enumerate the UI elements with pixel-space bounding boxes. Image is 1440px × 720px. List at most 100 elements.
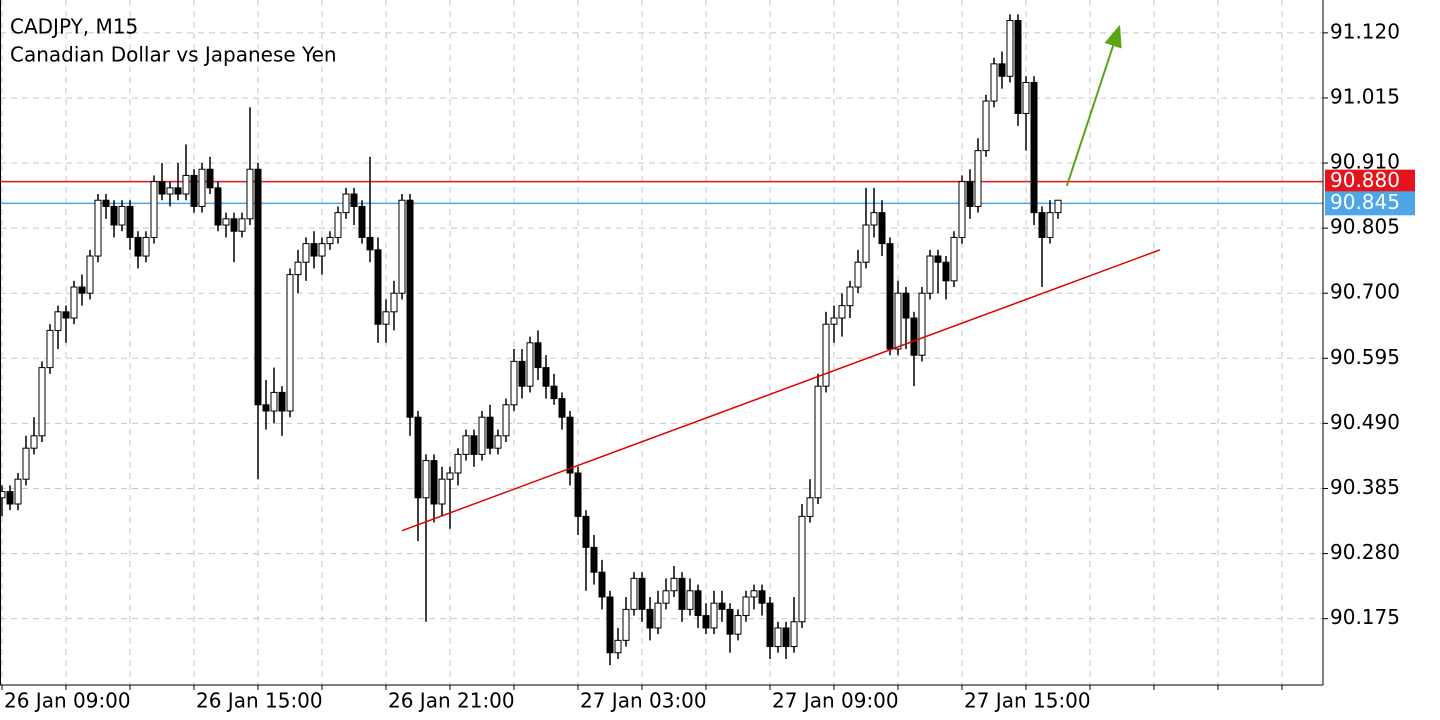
arrow-head xyxy=(1104,24,1122,49)
candle-body xyxy=(558,398,566,418)
candle-body xyxy=(382,311,390,325)
candle-body xyxy=(998,63,1006,77)
candle-body xyxy=(214,187,222,226)
candle-body xyxy=(1038,212,1046,238)
candle-body xyxy=(174,187,182,195)
candle-body xyxy=(870,212,878,226)
candle-body xyxy=(886,243,894,350)
candle-body xyxy=(958,181,966,238)
candle-body xyxy=(374,249,382,325)
candle-body xyxy=(350,193,358,207)
candle-body xyxy=(278,391,286,412)
candle-body xyxy=(686,590,694,610)
candle-body xyxy=(70,286,78,319)
candle-body xyxy=(230,218,238,232)
candle-body xyxy=(950,236,958,282)
candle-body xyxy=(726,608,734,635)
candle-body xyxy=(406,199,414,418)
candle-body xyxy=(566,416,574,474)
candle-body xyxy=(182,174,190,195)
x-tick-label: 26 Jan 09:00 xyxy=(4,689,131,713)
candle-body xyxy=(270,391,278,412)
candle-body xyxy=(470,435,478,455)
candle-body xyxy=(390,292,398,313)
x-tick-label: 26 Jan 15:00 xyxy=(196,689,323,713)
candle-body xyxy=(830,317,838,325)
candle-body xyxy=(142,236,150,257)
candle-body xyxy=(926,255,934,294)
candle-body xyxy=(822,323,830,387)
candle-body xyxy=(782,627,790,648)
candle-body xyxy=(14,478,22,505)
candle-body xyxy=(422,460,430,499)
candle-body xyxy=(766,602,774,648)
candle-body xyxy=(598,571,606,598)
annotations xyxy=(401,24,1161,532)
candle-body xyxy=(0,491,6,499)
candle-body xyxy=(502,404,510,437)
y-tick-label: 91.015 xyxy=(1330,84,1400,108)
price-label-box xyxy=(1325,169,1415,194)
candle-body xyxy=(254,168,262,406)
axes: 91.120 91.015 90.910 90.805 90.700 90.595 90.4… xyxy=(0,0,1415,713)
plot-area xyxy=(0,0,1323,685)
candle-body xyxy=(478,416,486,455)
candle-body xyxy=(198,168,206,207)
candle-body xyxy=(166,187,174,195)
candle-body xyxy=(38,367,46,437)
price-label: 90.880 xyxy=(1330,168,1400,192)
candle-body xyxy=(974,150,982,207)
candle-body xyxy=(206,168,214,189)
candle-body xyxy=(582,515,590,548)
candle-body xyxy=(694,590,702,617)
candle-body xyxy=(990,63,998,102)
candle-body xyxy=(486,416,494,449)
candle-body xyxy=(750,590,758,598)
candle-body xyxy=(54,311,62,331)
candle-body xyxy=(710,602,718,629)
candle-body xyxy=(934,255,942,263)
candle-body xyxy=(86,255,94,294)
candle-body xyxy=(334,212,342,238)
candle-body xyxy=(454,453,462,474)
candle-body xyxy=(910,317,918,356)
candle-body xyxy=(1006,19,1014,77)
candle-body xyxy=(286,274,294,412)
candle-body xyxy=(614,639,622,654)
candle-body xyxy=(526,342,534,387)
candle-body xyxy=(846,286,854,307)
x-tick-label: 27 Jan 15:00 xyxy=(964,689,1091,713)
candle-body xyxy=(342,193,350,214)
candle-body xyxy=(942,261,950,282)
candle-body xyxy=(574,472,582,517)
candle-body xyxy=(134,236,142,257)
candle-body xyxy=(534,342,542,369)
y-tick-label: 91.120 xyxy=(1330,19,1400,43)
candle-body xyxy=(238,218,246,232)
candle-body xyxy=(1022,81,1030,114)
y-tick-label: 90.490 xyxy=(1330,410,1400,434)
candle-body xyxy=(414,416,422,499)
candle-body xyxy=(262,404,270,412)
candle-body xyxy=(398,199,406,294)
candle-body xyxy=(790,621,798,648)
arrow-shaft xyxy=(1065,45,1115,187)
candle-body xyxy=(1014,19,1022,114)
x-tick-label: 26 Jan 21:00 xyxy=(388,689,515,713)
candle-body xyxy=(982,100,990,152)
candle-body xyxy=(894,292,902,350)
candle-body xyxy=(326,236,334,245)
chart-subtitle: Canadian Dollar vs Japanese Yen xyxy=(10,43,337,67)
candle-body xyxy=(150,181,158,238)
candle-body xyxy=(118,205,126,226)
candle-body xyxy=(358,205,366,238)
candle-body xyxy=(806,497,814,517)
candle-body xyxy=(126,205,134,238)
y-tick-label: 90.910 xyxy=(1330,150,1400,174)
candle-body xyxy=(638,577,646,610)
y-tick-label: 90.700 xyxy=(1330,280,1400,304)
candle-body xyxy=(518,360,526,387)
candle-body xyxy=(302,243,310,263)
candle-body xyxy=(510,360,518,406)
